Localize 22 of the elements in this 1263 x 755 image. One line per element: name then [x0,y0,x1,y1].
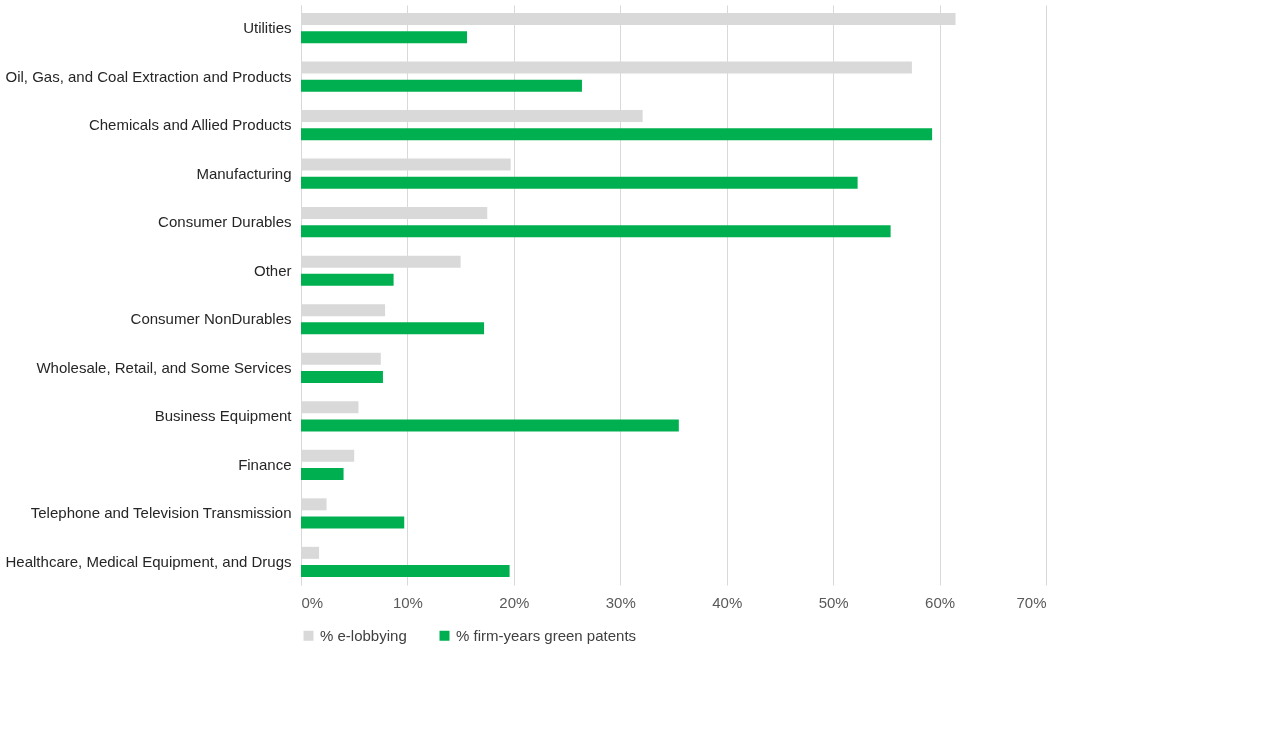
y-tick-label: Wholesale, Retail, and Some Services [36,358,292,376]
x-tick-label: 40% [712,593,743,611]
x-tick-label: 10% [392,593,423,611]
y-tick-label: Utilities [243,19,292,37]
y-tick-label: Consumer NonDurables [130,310,292,328]
x-tick-label: 70% [1016,593,1047,611]
legend-label: % firm-years green patents [456,626,637,644]
x-tick-label: 60% [925,593,956,611]
y-tick-label: Oil, Gas, and Coal Extraction and Products [5,67,292,85]
y-tick-label: Consumer Durables [158,213,292,231]
x-tick-label: 0% [301,593,324,611]
x-tick-label: 50% [818,593,849,611]
x-tick-label: 20% [499,593,530,611]
y-tick-label: Manufacturing [196,164,292,182]
y-tick-label: Other [253,261,292,279]
legend-label: % e-lobbying [320,626,407,644]
y-tick-label: Healthcare, Medical Equipment, and Drugs [5,552,292,570]
y-tick-label: Finance [238,455,292,473]
y-tick-label: Business Equipment [154,407,293,425]
y-tick-label: Telephone and Television Transmission [30,504,292,522]
x-tick-label: 30% [605,593,636,611]
y-tick-label: Chemicals and Allied Products [88,116,292,134]
